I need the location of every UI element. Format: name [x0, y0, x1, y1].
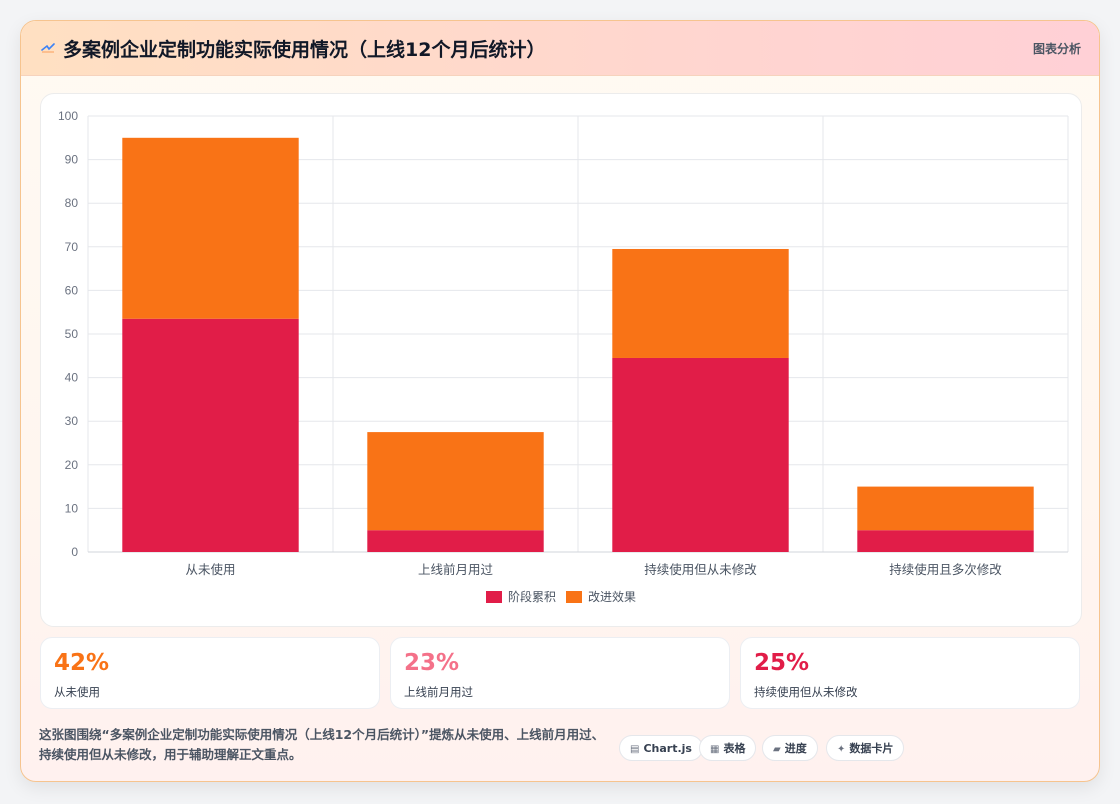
table-icon: ▦	[710, 744, 720, 755]
y-tick-label: 40	[65, 371, 79, 385]
tag-progress[interactable]: ▰ 进度	[762, 735, 818, 761]
x-tick-label: 持续使用但从未修改	[644, 562, 757, 577]
chart-panel: 多案例企业定制功能实际使用情况（上线12个月后统计） 图表分析 0 10 20 30 4…	[20, 20, 1100, 782]
legend-label: 阶段累积	[508, 589, 556, 604]
bar-stage-0	[122, 318, 299, 552]
bar-improve-1	[367, 432, 544, 531]
x-tick-label: 从未使用	[185, 562, 235, 577]
progress-icon: ▰	[773, 744, 781, 755]
page-title: 多案例企业定制功能实际使用情况（上线12个月后统计）	[63, 39, 546, 61]
bar-stage-1	[367, 530, 544, 552]
stat-value: 23%	[404, 650, 460, 676]
y-tick-label: 100	[58, 109, 78, 123]
bar-improve-2	[612, 248, 789, 358]
stat-value: 42%	[54, 650, 110, 676]
bar-stage-3	[857, 530, 1034, 552]
y-tick-label: 60	[65, 283, 79, 297]
tag-table[interactable]: ▦ 表格	[699, 735, 757, 761]
stat-label: 上线前月用过	[404, 685, 473, 699]
y-tick-label: 30	[65, 414, 79, 428]
bar-stage-2	[612, 357, 789, 552]
stat-value: 25%	[754, 650, 810, 676]
bar-improve-0	[122, 137, 299, 319]
chart-card: 0 10 20 30 40 50 60 70 80 90 100 从未使用 上线前月用过 持续使用但从未修…	[40, 93, 1082, 627]
tag-label: 表格	[723, 742, 746, 755]
stat-card-1: 42% 从未使用	[40, 637, 380, 709]
y-tick-label: 10	[65, 501, 79, 515]
y-tick-label: 90	[65, 153, 79, 167]
panel-header: 多案例企业定制功能实际使用情况（上线12个月后统计） 图表分析	[21, 21, 1099, 76]
legend-label: 改进效果	[588, 589, 636, 604]
y-tick-label: 50	[65, 327, 79, 341]
chart-description: 这张图围绕“多案例企业定制功能实际使用情况（上线12个月后统计）”提炼从未使用、…	[39, 727, 605, 762]
chart-icon: ▤	[630, 744, 640, 755]
chart-analysis-link[interactable]: 图表分析	[1032, 42, 1081, 56]
x-tick-label: 上线前月用过	[418, 562, 494, 577]
chart-swoosh-icon	[41, 43, 55, 53]
bar-improve-3	[857, 486, 1034, 531]
tag-label: 进度	[784, 742, 807, 755]
x-tick-label: 持续使用且多次修改	[889, 562, 1002, 577]
tag-data-card[interactable]: ✦ 数据卡片	[826, 735, 905, 761]
tag-label: Chart.js	[643, 742, 692, 755]
y-tick-label: 20	[65, 458, 79, 472]
tag-chartjs[interactable]: ▤ Chart.js	[619, 735, 703, 761]
y-tick-label: 80	[65, 196, 79, 210]
stacked-bar-chart: 0 10 20 30 40 50 60 70 80 90 100 从未使用 上线前月用过 持续使用但从未修…	[58, 109, 1069, 604]
stat-label: 从未使用	[54, 685, 100, 699]
stat-card-3: 25% 持续使用但从未修改	[740, 637, 1080, 709]
tag-label: 数据卡片	[849, 742, 894, 755]
y-tick-label: 0	[71, 545, 78, 559]
sparkle-icon: ✦	[837, 744, 846, 755]
legend-swatch	[486, 591, 502, 603]
stat-card-2: 23% 上线前月用过	[390, 637, 730, 709]
legend-swatch	[566, 591, 582, 603]
y-tick-label: 70	[65, 240, 79, 254]
stat-label: 持续使用但从未修改	[754, 685, 858, 699]
